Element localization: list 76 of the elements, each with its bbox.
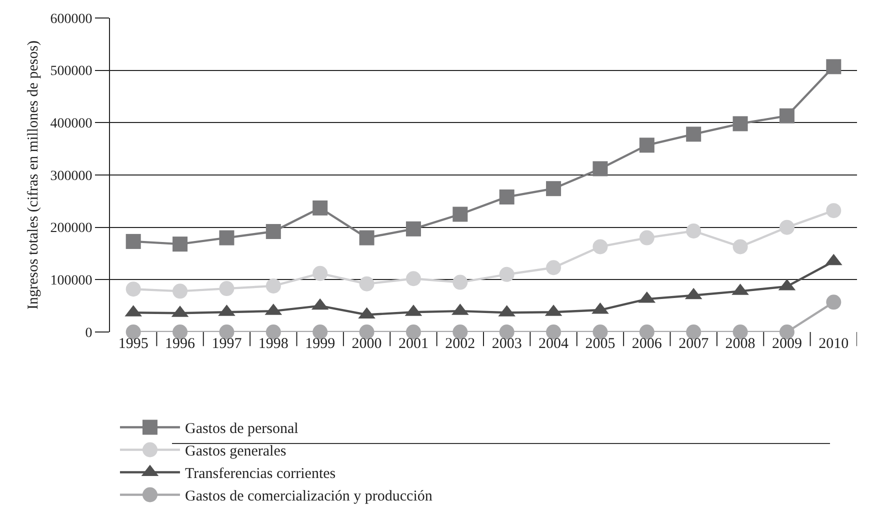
x-tick-label: 2003 [492, 336, 522, 352]
point [546, 324, 562, 340]
point [126, 234, 141, 249]
point [406, 324, 421, 340]
x-tick-label: 2001 [398, 336, 428, 352]
x-tick-label: 1996 [165, 336, 196, 352]
x-tick-label: 2008 [725, 336, 756, 352]
point [359, 276, 374, 292]
x-tick-label: 1999 [305, 336, 336, 352]
y-tick-label: 300000 [50, 168, 92, 184]
x-tick-label: 1995 [118, 336, 148, 352]
point [499, 189, 514, 204]
y-tick-label: 600000 [50, 12, 92, 27]
y-tick-label: 100000 [50, 274, 92, 289]
point [452, 324, 468, 340]
legend-label: Gastos de personal [184, 421, 298, 438]
x-tick-label: 2009 [772, 336, 802, 352]
point [639, 324, 654, 340]
point [779, 220, 794, 235]
point [406, 271, 421, 286]
x-tick-label: 1997 [212, 336, 242, 352]
point [499, 266, 514, 282]
point [592, 161, 608, 176]
point [732, 239, 748, 254]
point [219, 230, 234, 246]
legend-label: Gastos generales [184, 444, 286, 460]
point [219, 324, 234, 340]
y-axis-title: Ingresos totales (cifras en millones de pesos) [25, 40, 42, 310]
point [779, 324, 794, 340]
y-tick-label: 500000 [50, 64, 92, 80]
point [779, 108, 794, 124]
point [359, 230, 374, 246]
point [172, 284, 188, 299]
y-tick-label: 200000 [50, 221, 92, 236]
point [686, 324, 702, 340]
point [266, 224, 281, 240]
point [312, 324, 328, 340]
x-tick-label: 2006 [632, 336, 662, 352]
x-tick-label: 2000 [352, 336, 382, 352]
point [686, 126, 702, 142]
point [732, 116, 748, 132]
x-tick-label: 2005 [585, 336, 616, 352]
point [686, 224, 702, 238]
point [639, 138, 654, 153]
point [452, 274, 468, 290]
legend-label: Transferencias corrientes [184, 466, 336, 482]
point [826, 203, 842, 218]
point [172, 236, 188, 252]
point [266, 278, 281, 294]
legend-label: Gastos de comercialización y producción [184, 488, 433, 505]
point [359, 324, 374, 340]
point [592, 324, 608, 340]
point [546, 260, 562, 276]
point [592, 239, 608, 254]
point [499, 324, 514, 340]
point [826, 59, 842, 74]
y-tick-label: 0 [85, 326, 92, 341]
x-tick-label: 2010 [818, 336, 849, 352]
x-tick-label: 2002 [445, 336, 476, 352]
point [452, 206, 468, 222]
x-tick-label: 2007 [678, 336, 710, 352]
point [312, 266, 328, 281]
point [219, 281, 234, 296]
point [172, 324, 188, 340]
point [826, 294, 842, 310]
point [406, 221, 421, 236]
point [266, 324, 281, 340]
x-tick-label: 1998 [258, 336, 288, 352]
point [126, 282, 141, 297]
point [546, 181, 562, 196]
point [312, 200, 328, 216]
point [732, 324, 748, 340]
point [126, 324, 141, 340]
y-tick-label: 400000 [50, 116, 92, 132]
point [639, 230, 654, 246]
x-tick-label: 2004 [538, 336, 570, 352]
